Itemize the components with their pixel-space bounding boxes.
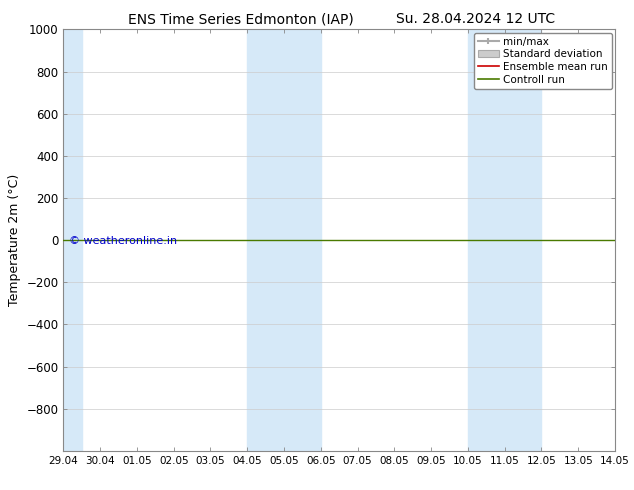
Text: © weatheronline.in: © weatheronline.in [69, 236, 177, 246]
Bar [63, 29, 82, 451]
Bar [247, 29, 321, 451]
Text: Su. 28.04.2024 12 UTC: Su. 28.04.2024 12 UTC [396, 12, 555, 26]
Text: ENS Time Series Edmonton (IAP): ENS Time Series Edmonton (IAP) [128, 12, 354, 26]
Bar [468, 29, 541, 451]
Legend: min/max, Standard deviation, Ensemble mean run, Controll run: min/max, Standard deviation, Ensemble me… [474, 32, 612, 89]
Y-axis label: Temperature 2m (°C): Temperature 2m (°C) [8, 174, 21, 306]
